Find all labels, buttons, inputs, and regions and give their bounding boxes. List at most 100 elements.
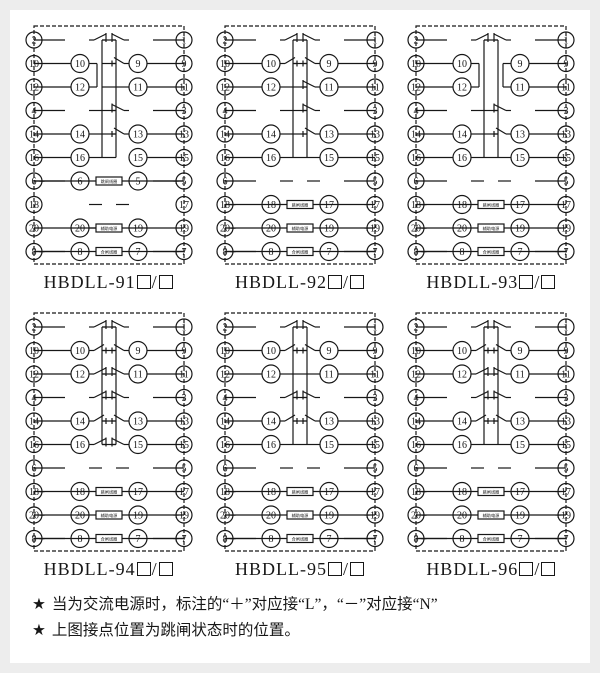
svg-text:−: − (421, 487, 427, 499)
svg-text:19: 19 (324, 511, 334, 522)
svg-text:2: 2 (222, 323, 227, 334)
svg-text:8: 8 (77, 247, 82, 258)
svg-text:−: − (39, 487, 45, 499)
svg-text:16: 16 (75, 440, 85, 451)
svg-text:3: 3 (181, 106, 186, 117)
svg-text:6: 6 (414, 177, 419, 188)
svg-text:7: 7 (181, 534, 186, 545)
svg-text:15: 15 (561, 440, 571, 451)
svg-text:12: 12 (411, 370, 421, 381)
svg-text:15: 15 (515, 153, 525, 164)
placeholder-box-icon (159, 562, 173, 576)
diagram-cell: 2110910912111211431413141316151615651817… (22, 307, 195, 580)
svg-text:3: 3 (564, 106, 569, 117)
svg-text:+: + (173, 510, 179, 522)
svg-text:6: 6 (414, 464, 419, 475)
svg-text:−: − (230, 247, 236, 259)
svg-text:−: − (230, 534, 236, 546)
note-text: 当为交流电源时，标注的“＋”对应接“L”，“－”对应接“N” (52, 596, 438, 613)
svg-text:16: 16 (29, 153, 39, 164)
placeholder-box-icon (328, 275, 342, 289)
svg-text:10: 10 (457, 346, 467, 357)
svg-text:14: 14 (266, 417, 276, 428)
svg-text:−: − (39, 534, 45, 546)
svg-text:1: 1 (181, 36, 186, 47)
svg-text:2: 2 (31, 323, 36, 334)
svg-text:+: + (364, 534, 370, 546)
svg-text:12: 12 (411, 83, 421, 94)
svg-text:+: + (173, 176, 179, 188)
svg-text:9: 9 (135, 346, 140, 357)
relay-diagram: 2110910912111211431413141316151615651817… (406, 20, 576, 270)
star-icon: ★ (32, 596, 46, 613)
svg-text:17: 17 (515, 200, 525, 211)
svg-text:8: 8 (222, 534, 227, 545)
svg-text:辅助电源: 辅助电源 (100, 225, 118, 232)
relay-diagram: 2110910912111211431413141316151615651817… (215, 307, 385, 557)
svg-text:11: 11 (133, 83, 143, 94)
svg-text:1: 1 (372, 36, 377, 47)
svg-text:合闸线圈: 合闸线圈 (100, 535, 117, 542)
svg-text:合闸线圈: 合闸线圈 (483, 248, 500, 255)
svg-text:跳闸线圈: 跳闸线圈 (483, 201, 500, 208)
svg-text:12: 12 (457, 370, 467, 381)
svg-text:16: 16 (75, 153, 85, 164)
notes: ★当为交流电源时，标注的“＋”对应接“L”，“－”对应接“N” ★上图接点位置为… (10, 586, 590, 663)
svg-text:辅助电源: 辅助电源 (292, 512, 310, 519)
svg-text:9: 9 (135, 59, 140, 70)
svg-text:10: 10 (29, 346, 39, 357)
svg-text:11: 11 (370, 370, 380, 381)
svg-text:−: − (39, 176, 45, 188)
svg-text:9: 9 (518, 59, 523, 70)
diagram-cell: 2110910912111211431413141316151615651817… (405, 307, 578, 580)
svg-text:16: 16 (411, 440, 421, 451)
svg-text:8: 8 (460, 534, 465, 545)
svg-text:13: 13 (561, 130, 571, 141)
svg-text:9: 9 (181, 346, 186, 357)
svg-text:辅助电源: 辅助电源 (292, 225, 310, 232)
svg-text:10: 10 (29, 59, 39, 70)
svg-text:+: + (555, 223, 561, 235)
svg-text:4: 4 (31, 106, 36, 117)
svg-text:14: 14 (457, 417, 467, 428)
svg-text:跳闸线圈: 跳闸线圈 (292, 201, 309, 208)
relay-diagram: 2110910912111211431413141316151615651817… (24, 307, 194, 557)
svg-text:9: 9 (181, 59, 186, 70)
svg-text:10: 10 (75, 346, 85, 357)
svg-text:18: 18 (266, 487, 276, 498)
svg-text:9: 9 (518, 346, 523, 357)
svg-text:13: 13 (133, 130, 143, 141)
svg-text:1: 1 (564, 36, 569, 47)
svg-text:16: 16 (29, 440, 39, 451)
svg-text:6: 6 (31, 177, 36, 188)
svg-text:18: 18 (29, 200, 39, 211)
svg-text:14: 14 (411, 417, 421, 428)
svg-text:11: 11 (515, 83, 525, 94)
svg-text:7: 7 (326, 247, 331, 258)
diagram-cell: 2110910912111211431413141316151615651817… (213, 20, 386, 293)
svg-text:16: 16 (457, 153, 467, 164)
diagram-cell: 2110910912111211431413141316151615651817… (22, 20, 195, 293)
svg-text:7: 7 (135, 534, 140, 545)
svg-text:13: 13 (324, 130, 334, 141)
svg-text:18: 18 (220, 200, 230, 211)
placeholder-box-icon (350, 562, 364, 576)
svg-text:+: + (173, 487, 179, 499)
svg-text:12: 12 (266, 370, 276, 381)
svg-text:16: 16 (266, 440, 276, 451)
svg-text:合闸线圈: 合闸线圈 (292, 248, 309, 255)
svg-text:11: 11 (179, 83, 189, 94)
svg-text:17: 17 (324, 487, 334, 498)
svg-text:14: 14 (75, 417, 85, 428)
svg-text:13: 13 (515, 417, 525, 428)
relay-diagram: 2110910912111211431413141316151615651817… (215, 20, 385, 270)
svg-text:15: 15 (324, 440, 334, 451)
svg-text:8: 8 (460, 247, 465, 258)
svg-text:9: 9 (326, 346, 331, 357)
svg-text:+: + (364, 247, 370, 259)
svg-text:8: 8 (268, 247, 273, 258)
placeholder-box-icon (328, 562, 342, 576)
svg-text:13: 13 (133, 417, 143, 428)
svg-text:15: 15 (179, 440, 189, 451)
svg-text:11: 11 (515, 370, 525, 381)
